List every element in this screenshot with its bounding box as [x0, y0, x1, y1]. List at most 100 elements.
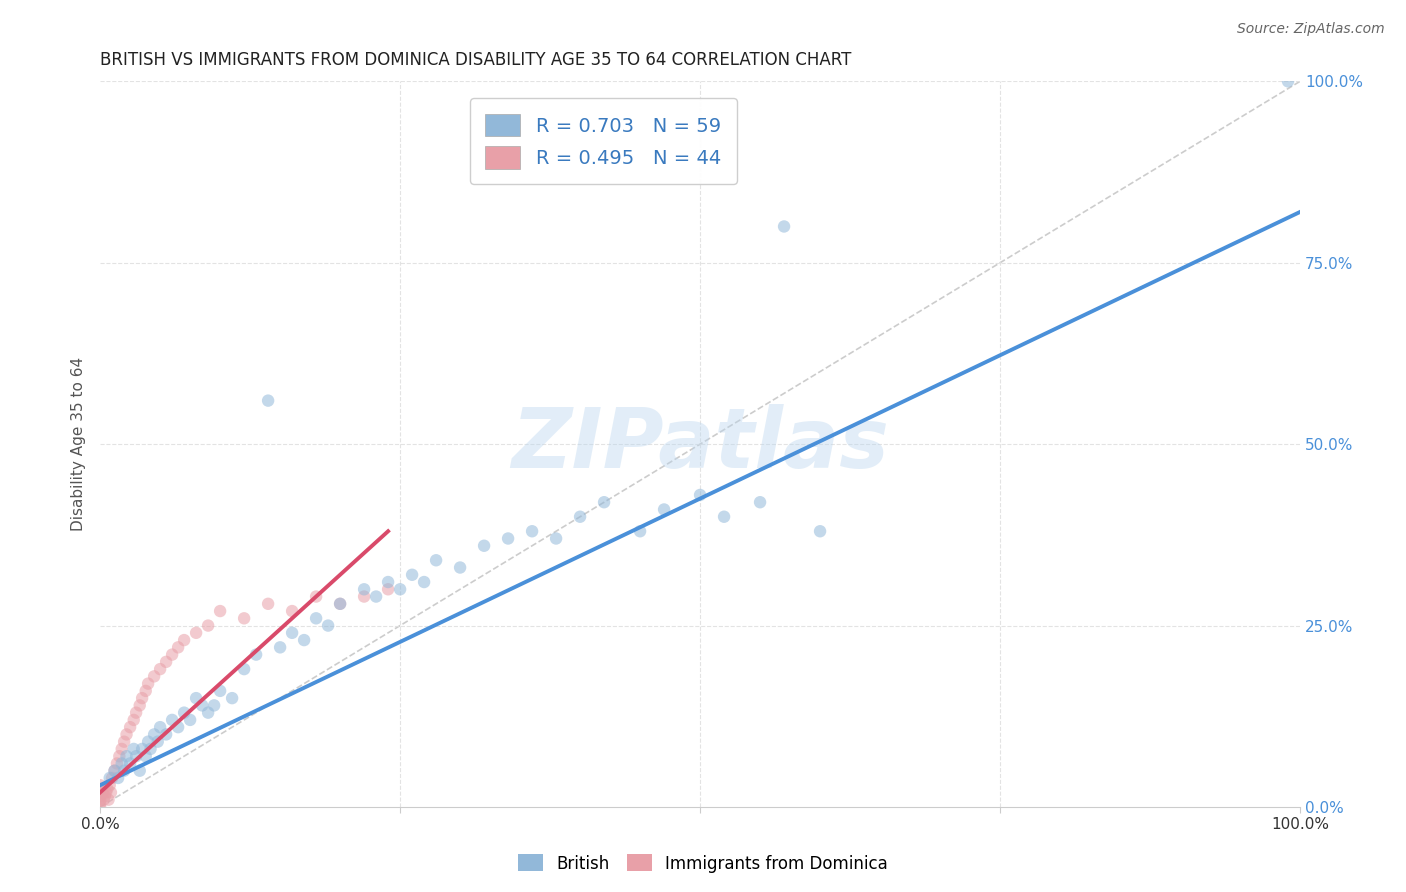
Point [173, 706, 195, 720]
Point [257, 393, 280, 408]
Point [233, 611, 256, 625]
Point [97, 793, 120, 807]
Point [179, 713, 201, 727]
Point [197, 706, 219, 720]
Point [472, 539, 495, 553]
Point [292, 633, 315, 648]
Point [160, 713, 183, 727]
Point [546, 532, 568, 546]
Point [233, 662, 256, 676]
Point [96, 781, 118, 796]
Point [209, 684, 232, 698]
Point [413, 575, 436, 590]
Point [713, 509, 735, 524]
Point [91, 785, 114, 799]
Point [135, 749, 157, 764]
Point [101, 771, 124, 785]
Point [112, 734, 135, 748]
Point [111, 756, 134, 771]
Point [98, 778, 121, 792]
Point [173, 633, 195, 648]
Point [167, 720, 190, 734]
Point [377, 575, 399, 590]
Point [184, 691, 207, 706]
Y-axis label: Disability Age 35 to 64: Disability Age 35 to 64 [72, 357, 86, 532]
Point [377, 582, 399, 597]
Point [131, 742, 153, 756]
Point [209, 604, 232, 618]
Point [425, 553, 447, 567]
Point [191, 698, 214, 713]
Point [103, 764, 125, 778]
Point [808, 524, 831, 539]
Point [155, 727, 177, 741]
Point [1277, 74, 1299, 88]
Point [136, 676, 159, 690]
Legend: R = 0.703   N = 59, R = 0.495   N = 44: R = 0.703 N = 59, R = 0.495 N = 44 [470, 98, 737, 184]
Point [107, 771, 129, 785]
Point [364, 590, 387, 604]
Point [89, 789, 111, 803]
Point [155, 655, 177, 669]
Point [98, 771, 121, 785]
Point [120, 720, 142, 734]
Point [652, 502, 675, 516]
Point [160, 648, 183, 662]
Point [449, 560, 471, 574]
Point [143, 727, 166, 741]
Point [628, 524, 651, 539]
Point [202, 698, 225, 713]
Point [94, 789, 117, 803]
Point [184, 625, 207, 640]
Point [131, 691, 153, 706]
Text: Source: ZipAtlas.com: Source: ZipAtlas.com [1237, 22, 1385, 37]
Point [89, 781, 111, 796]
Point [689, 488, 711, 502]
Point [305, 611, 328, 625]
Point [305, 590, 328, 604]
Point [593, 495, 616, 509]
Point [257, 597, 280, 611]
Point [128, 764, 150, 778]
Point [143, 669, 166, 683]
Point [89, 778, 111, 792]
Point [569, 509, 592, 524]
Point [389, 582, 412, 597]
Point [353, 590, 375, 604]
Point [149, 720, 172, 734]
Point [103, 764, 125, 778]
Point [89, 797, 111, 811]
Point [89, 800, 111, 814]
Point [100, 785, 122, 799]
Point [108, 749, 131, 764]
Point [496, 532, 519, 546]
Point [135, 684, 157, 698]
Point [221, 691, 243, 706]
Point [94, 785, 117, 799]
Point [93, 793, 115, 807]
Point [122, 713, 145, 727]
Point [112, 764, 135, 778]
Point [316, 618, 339, 632]
Text: ZIPatlas: ZIPatlas [512, 404, 889, 484]
Point [149, 662, 172, 676]
Point [122, 742, 145, 756]
Point [749, 495, 772, 509]
Point [125, 749, 148, 764]
Point [120, 756, 142, 771]
Point [125, 706, 148, 720]
Point [136, 734, 159, 748]
Point [139, 742, 162, 756]
Point [281, 604, 304, 618]
Point [115, 727, 138, 741]
Point [245, 648, 267, 662]
Point [105, 756, 128, 771]
Point [146, 734, 169, 748]
Point [111, 742, 134, 756]
Point [353, 582, 375, 597]
Legend: British, Immigrants from Dominica: British, Immigrants from Dominica [512, 847, 894, 880]
Point [269, 640, 291, 655]
Point [197, 618, 219, 632]
Point [89, 793, 111, 807]
Point [329, 597, 352, 611]
